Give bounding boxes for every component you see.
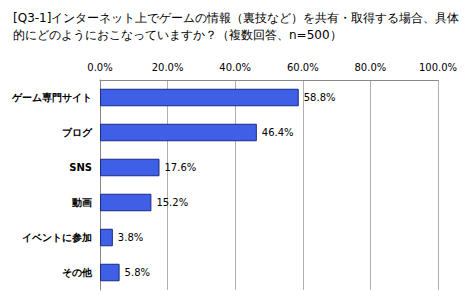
svg-text:的にどのようにおこなっていますか？（複数回答、n=500）: 的にどのようにおこなっていますか？（複数回答、n=500） [13,28,342,42]
svg-text:0.0%: 0.0% [87,62,112,73]
svg-text:46.4%: 46.4% [262,127,294,138]
svg-text:100.0%: 100.0% [419,62,457,73]
svg-text:イベントに参加: イベントに参加 [22,232,92,243]
svg-text:5.8%: 5.8% [125,267,150,278]
svg-text:ブログ: ブログ [62,127,93,138]
svg-text:58.8%: 58.8% [304,92,336,103]
svg-text:[Q3-1]インターネット上でゲームの情報（裏技など）を共有: [Q3-1]インターネット上でゲームの情報（裏技など）を共有・取得する場合、具体 [13,11,459,25]
svg-text:その他: その他 [62,267,93,278]
svg-text:60.0%: 60.0% [287,62,319,73]
svg-text:17.6%: 17.6% [164,162,196,173]
svg-text:15.2%: 15.2% [156,197,188,208]
svg-text:ゲーム専門サイト: ゲーム専門サイト [11,92,92,103]
svg-text:40.0%: 40.0% [219,62,251,73]
svg-text:SNS: SNS [69,162,92,173]
svg-text:20.0%: 20.0% [152,62,184,73]
svg-text:3.8%: 3.8% [118,232,143,243]
svg-text:80.0%: 80.0% [355,62,387,73]
svg-text:動画: 動画 [71,197,92,208]
